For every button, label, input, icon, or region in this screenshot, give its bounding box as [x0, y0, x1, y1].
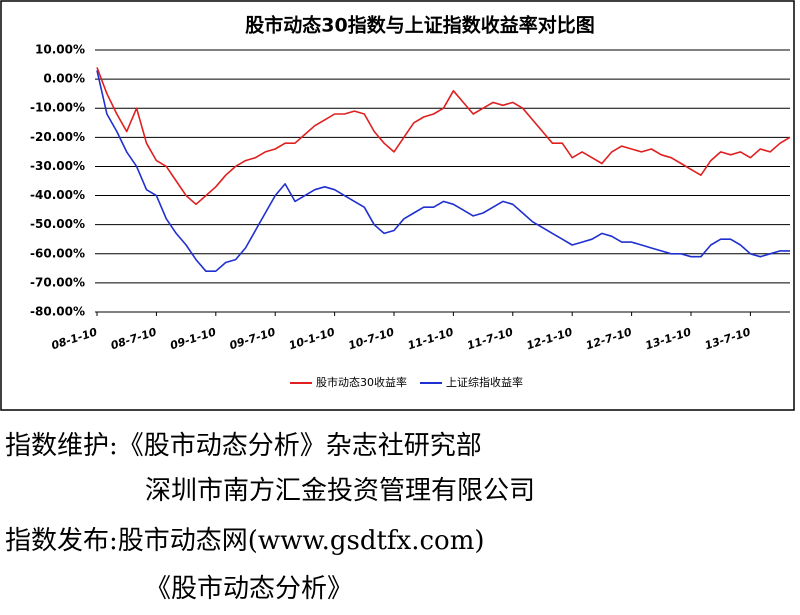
series-line — [96, 67, 791, 206]
y-tick-label: -80.00% — [30, 305, 85, 319]
y-tick-label: 10.00% — [35, 43, 85, 57]
legend-label: 股市动态30收益率 — [316, 375, 407, 389]
footer-line: 深圳市南方汇金投资管理有限公司 — [145, 476, 535, 506]
y-tick-label: 0.00% — [43, 72, 85, 86]
footer-line: 《股市动态分析》 — [145, 574, 353, 604]
footer-line: 指数发布:股市动态网(www.gsdtfx.com) — [5, 526, 485, 556]
y-tick-label: -50.00% — [30, 217, 85, 231]
y-tick-label: -60.00% — [30, 246, 85, 260]
y-tick-label: -10.00% — [30, 101, 85, 115]
y-tick-label: -20.00% — [30, 130, 85, 144]
y-tick-label: -70.00% — [30, 275, 85, 289]
chart-frame — [0, 0, 795, 411]
footer-line: 指数维护:《股市动态分析》杂志社研究部 — [5, 431, 482, 461]
y-tick-label: -40.00% — [30, 188, 85, 202]
y-tick-label: -30.00% — [30, 159, 85, 173]
legend-label: 上证综指收益率 — [446, 375, 523, 389]
chart-title: 股市动态30指数与上证指数收益率对比图 — [245, 14, 594, 37]
series-line — [96, 70, 790, 272]
